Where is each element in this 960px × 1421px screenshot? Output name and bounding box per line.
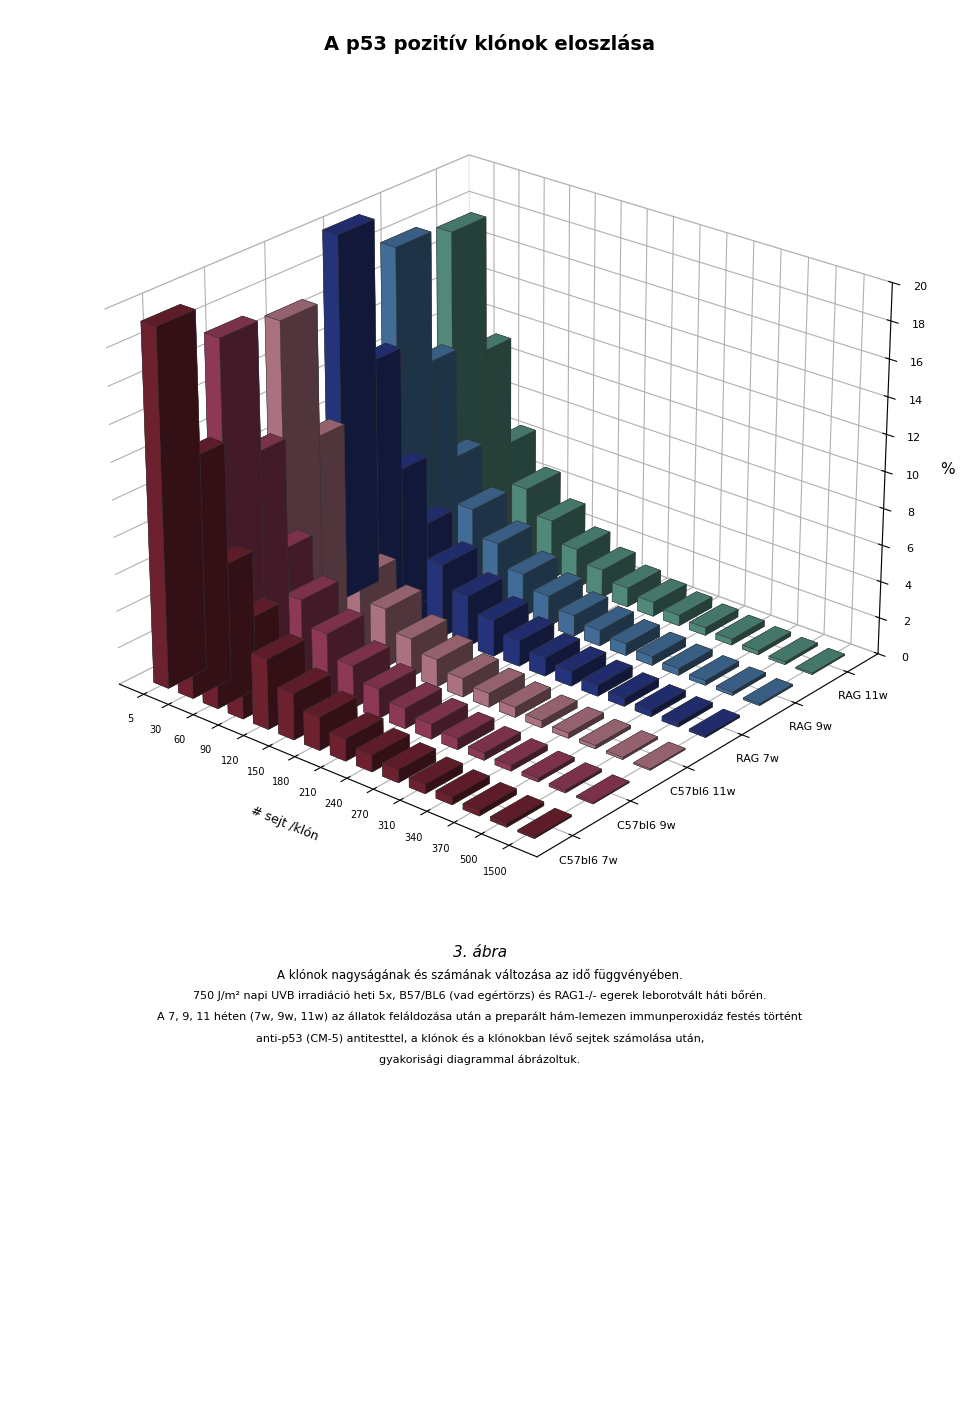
Text: gyakorisági diagrammal ábrázoltuk.: gyakorisági diagrammal ábrázoltuk. (379, 1054, 581, 1064)
Text: A klónok nagyságának és számának változása az idő függvényében.: A klónok nagyságának és számának változá… (277, 969, 683, 982)
X-axis label: # sejt /klón: # sejt /klón (250, 804, 321, 843)
Text: A 7, 9, 11 héten (7w, 9w, 11w) az állatok feláldozása után a preparált hám-lemez: A 7, 9, 11 héten (7w, 9w, 11w) az állato… (157, 1012, 803, 1022)
Title: A p53 pozitív klónok eloszlása: A p53 pozitív klónok eloszlása (324, 34, 655, 54)
Text: 750 J/m² napi UVB irradiáció heti 5x, B57/BL6 (vad egértörzs) és RAG1-/- egerek : 750 J/m² napi UVB irradiáció heti 5x, B5… (193, 990, 767, 1002)
Text: anti-p53 (CM-5) antitesttel, a klónok és a klónokban lévő sejtek számolása után,: anti-p53 (CM-5) antitesttel, a klónok és… (255, 1033, 705, 1044)
Text: 3. ábra: 3. ábra (453, 945, 507, 961)
